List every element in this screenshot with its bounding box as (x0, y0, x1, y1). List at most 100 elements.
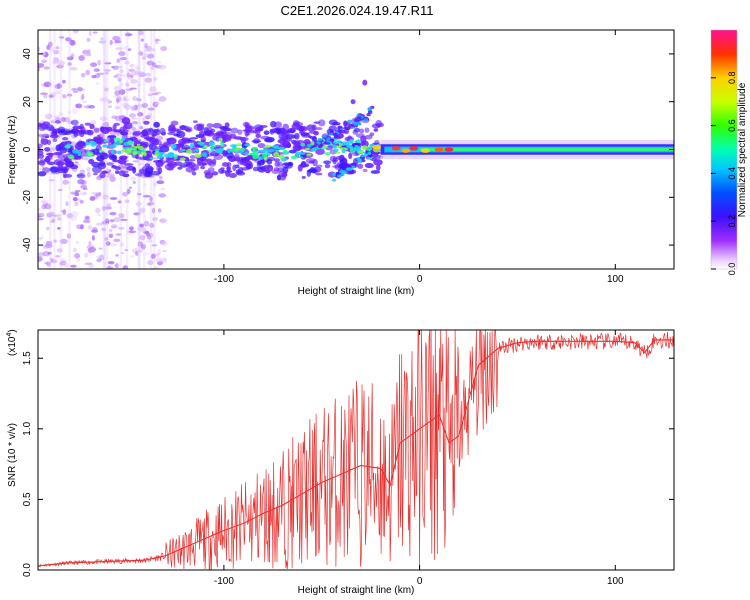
heatmap-noise-cell (109, 197, 118, 200)
heatmap-core-cell (354, 145, 359, 148)
heatmap-noise-cell (128, 226, 134, 231)
heatmap-noise-cell (141, 102, 149, 109)
heatmap-noise-cell (91, 74, 97, 79)
heatmap-band-cell (323, 160, 332, 165)
heatmap-noise-cell (49, 146, 56, 152)
heatmap-noise-cell (155, 257, 163, 263)
heatmap-core-cell (102, 144, 109, 148)
heatmap-band-cell (134, 173, 143, 177)
heatmap-band-cell (113, 129, 121, 133)
heatmap-band-cell (47, 154, 53, 160)
heatmap-y-tick-label: 20 (22, 96, 33, 108)
heatmap-noise-cell (159, 175, 163, 180)
heatmap-noise-cell (57, 83, 63, 88)
heatmap-noise-cell (80, 180, 87, 185)
heatmap-band-cell (142, 128, 152, 136)
heatmap-noise-cell (120, 241, 125, 248)
heatmap-core-cell (167, 152, 175, 157)
heatmap-band-cell (318, 119, 326, 127)
heatmap-noise-cell (126, 188, 131, 195)
heatmap-branch-cell (356, 122, 362, 126)
heatmap-core-cell (310, 147, 316, 152)
heatmap-band-cell (64, 140, 72, 145)
heatmap-band-cell (301, 175, 306, 179)
heatmap-band-cell (79, 150, 89, 157)
heatmap-noise-cell (110, 224, 118, 229)
heatmap-core-cell (68, 154, 74, 158)
heatmap-band-cell (153, 138, 160, 146)
heatmap-noise-cell (135, 201, 142, 207)
heatmap-noise-cell (129, 74, 134, 78)
heatmap-band-cell (86, 129, 94, 136)
heatmap-noise-cell (137, 163, 145, 166)
heatmap-band-cell (144, 141, 149, 148)
heatmap-band-cell (166, 157, 175, 160)
heatmap-noise-cell (139, 125, 144, 130)
heatmap-noise-cell (144, 77, 152, 83)
heatmap-band-cell (246, 129, 251, 136)
colorbar-tick-label: 0.4 (727, 167, 737, 180)
heatmap-band-cell (97, 162, 107, 170)
heatmap-noise-cell (129, 87, 137, 90)
heatmap-noise-cell (50, 92, 57, 98)
heatmap-core-cell (310, 141, 315, 146)
heatmap-band-cell (150, 136, 156, 143)
heatmap-core-cell (300, 143, 305, 147)
heatmap-core-cell (278, 146, 286, 151)
heatmap-noise-cell (43, 66, 50, 70)
heatmap-core-cell (353, 140, 362, 143)
heatmap-branch-cell (353, 118, 359, 122)
heatmap-noise-cell (50, 259, 58, 264)
heatmap-noise-cell (40, 92, 49, 96)
heatmap-band-cell (315, 148, 325, 156)
heatmap-noise-cell (72, 90, 79, 93)
heatmap-band-cell (112, 124, 117, 131)
heatmap-branch-cell (351, 165, 356, 169)
heatmap-noise-cell (42, 244, 49, 250)
colorbar-ticks: 0.0 0.2 0.4 0.6 0.8 (711, 72, 737, 275)
heatmap-noise-cell (150, 66, 155, 71)
heatmap-noise-cell (139, 243, 144, 249)
heatmap-band-cell (63, 173, 73, 178)
heatmap-noise-cell (110, 243, 118, 247)
heatmap-noise-cell (105, 241, 111, 246)
heatmap-core-cell (282, 149, 288, 154)
heatmap-noise-cell (102, 121, 110, 128)
heatmap-noise-cell (138, 223, 145, 228)
heatmap-core-cell (349, 138, 354, 144)
heatmap-panel: -100 0 100 -40 -20 0 20 40 Height of straight … (7, 29, 675, 297)
heatmap-noise-cell (150, 253, 156, 259)
heatmap-noise-cell (58, 36, 65, 39)
heatmap-core-cell (273, 145, 280, 150)
heatmap-noise-cell (158, 193, 167, 198)
heatmap-band-cell (276, 127, 281, 135)
heatmap-noise-cell (142, 183, 147, 187)
heatmap-core-cell (207, 150, 212, 153)
heatmap-band-cell (192, 120, 198, 124)
heatmap-band-cell (364, 134, 373, 140)
heatmap-band-cell (139, 157, 147, 161)
heatmap-band-cell (156, 165, 161, 172)
heatmap-noise-cell (86, 37, 91, 42)
heatmap-band-cell (259, 166, 266, 170)
colorbar-gradient (711, 30, 737, 269)
heatmap-noise-cell (112, 95, 121, 98)
heatmap-noise-cell (91, 235, 95, 241)
heatmap-band-cell (328, 119, 338, 126)
heatmap-core-cell (89, 140, 95, 143)
heatmap-band-cell (88, 158, 95, 165)
heatmap-noise-cell (88, 104, 95, 109)
heatmap-noise-cell (155, 253, 160, 257)
heatmap-noise-cell (53, 214, 61, 217)
heatmap-noise-cell (90, 62, 98, 67)
heatmap-noise-cell (98, 247, 103, 250)
snr-panel: -100 0 100 0.0 0.5 1.0 1.5 Height of straight… (6, 329, 675, 596)
heatmap-band-cell (362, 168, 368, 173)
heatmap-noise-cell (51, 119, 55, 124)
heatmap-noise-cell (130, 176, 136, 181)
snr-x-tick-label: 100 (607, 576, 624, 587)
heatmap-band-cell (55, 144, 61, 152)
heatmap-noise-cell (46, 261, 52, 267)
heatmap-band-cell (269, 128, 277, 134)
